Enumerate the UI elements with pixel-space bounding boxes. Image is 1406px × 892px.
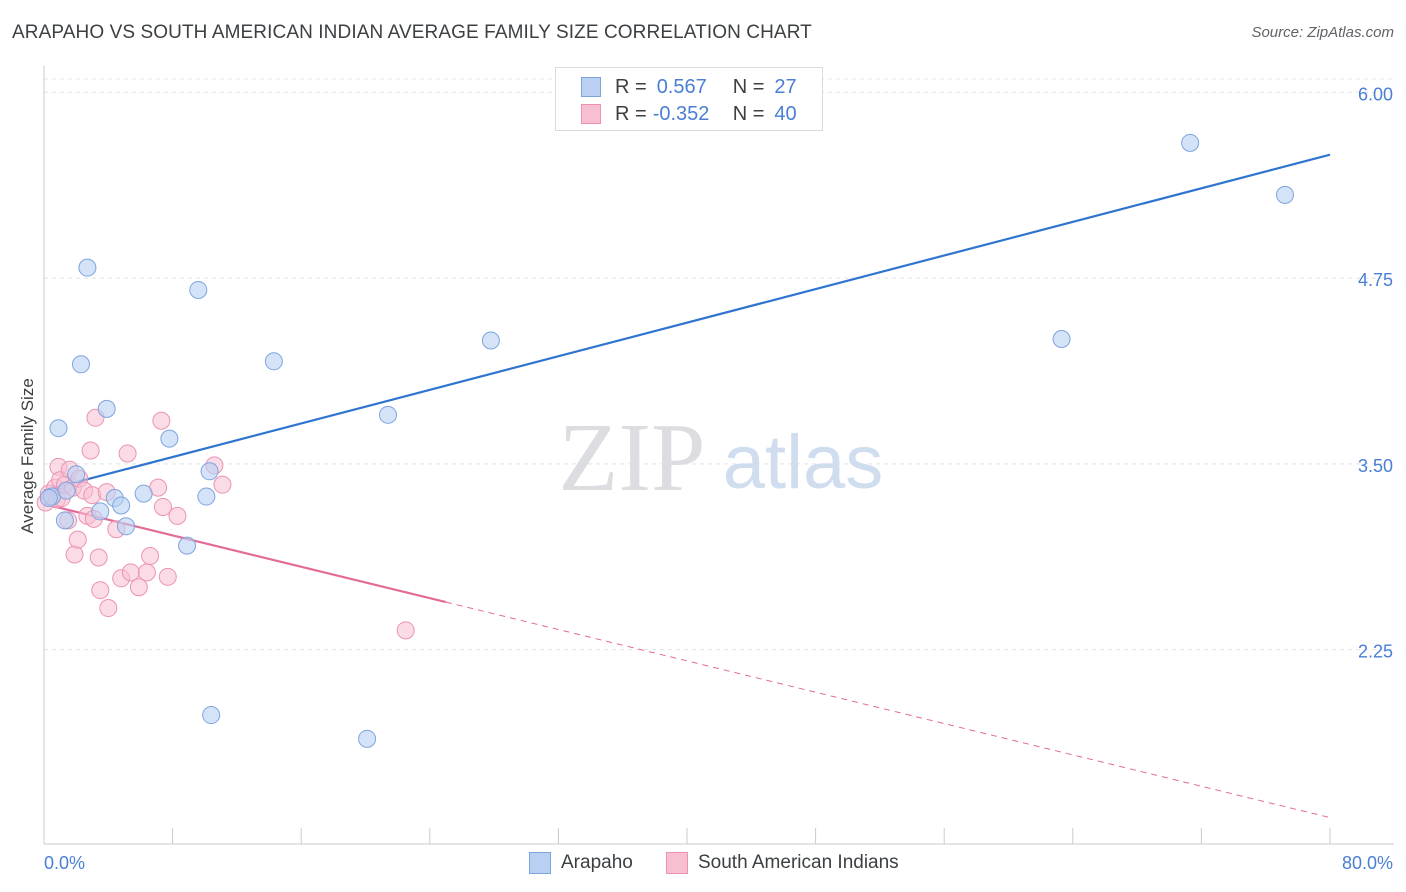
- sai-trend-line: [43, 502, 447, 604]
- arapaho-point: [55, 511, 74, 530]
- arapaho-point: [71, 355, 90, 374]
- sai-point: [129, 578, 148, 597]
- arapaho-point: [78, 258, 97, 277]
- sai-point: [83, 486, 102, 505]
- arapaho-swatch: [529, 852, 551, 874]
- sai-point: [65, 545, 84, 564]
- arapaho-swatch: [581, 77, 601, 97]
- arapaho-point: [97, 399, 116, 418]
- sai-swatch: [666, 852, 688, 874]
- legend-row-arapaho: R = 0.567 N = 27: [556, 73, 797, 101]
- trend-lines: [43, 153, 1331, 819]
- sai-point: [81, 441, 100, 460]
- watermark-zip: ZIP: [559, 404, 706, 512]
- sai-swatch: [581, 104, 601, 124]
- legend-row-sai: R = -0.352 N = 40: [556, 100, 797, 128]
- sai-point: [99, 599, 118, 618]
- axes: [43, 66, 1394, 845]
- tick-labels: 2.25 3.50 4.75 6.00 0.0% 80.0%: [44, 84, 1393, 873]
- sai-point: [153, 497, 172, 516]
- sai-point: [213, 475, 232, 494]
- grid: [44, 78, 1394, 651]
- arapaho-point: [202, 706, 221, 725]
- legend-r-value: -0.352: [652, 102, 710, 125]
- y-tick-label: 3.50: [1358, 456, 1393, 476]
- arapaho-point: [264, 352, 283, 371]
- arapaho-point: [197, 487, 216, 506]
- arapaho-point: [178, 536, 197, 555]
- arapaho-point: [49, 419, 68, 438]
- sai-point: [137, 563, 156, 582]
- legend-n-label: N =: [732, 75, 765, 98]
- arapaho-point: [189, 280, 208, 299]
- legend-r-value: 0.567: [656, 75, 707, 98]
- sai-point: [141, 547, 160, 566]
- arapaho-point: [112, 496, 131, 515]
- sai-point: [68, 530, 87, 549]
- legend-item-label: South American Indians: [698, 852, 899, 873]
- sai-point: [152, 411, 171, 430]
- data-points: [36, 133, 1294, 748]
- arapaho-point: [57, 481, 76, 500]
- arapaho-point: [200, 462, 219, 481]
- y-tick-label: 6.00: [1358, 84, 1393, 104]
- arapaho-point: [358, 729, 377, 748]
- sai-trend-extension: [445, 601, 1331, 819]
- sai-point: [121, 563, 140, 582]
- arapaho-point: [116, 517, 135, 536]
- sai-point: [91, 581, 110, 600]
- legend-item-label: Arapaho: [561, 852, 633, 873]
- y-tick-label: 4.75: [1358, 270, 1393, 290]
- y-tick-label: 2.25: [1358, 642, 1393, 662]
- legend-r-label: R =: [615, 75, 647, 98]
- x-tick-label: 0.0%: [44, 853, 85, 873]
- y-axis-title: Average Family Size: [18, 378, 37, 534]
- legend-n-value: 40: [774, 102, 797, 125]
- arapaho-point: [379, 405, 398, 424]
- stats-legend: R = 0.567 N = 27 R = -0.352 N = 40: [555, 67, 823, 131]
- arapaho-point: [67, 465, 86, 484]
- series-legend: Arapaho South American Indians: [0, 850, 1406, 880]
- legend-n-label: N =: [732, 102, 765, 125]
- sai-point: [168, 506, 187, 525]
- sai-point: [118, 444, 137, 463]
- arapaho-trend-line: [43, 153, 1331, 492]
- arapaho-point: [481, 331, 500, 350]
- arapaho-point: [39, 489, 58, 508]
- x-tick-label: 80.0%: [1342, 853, 1393, 873]
- sai-point: [89, 548, 108, 567]
- sai-point: [396, 621, 415, 640]
- arapaho-point: [91, 502, 110, 521]
- watermark: ZIP atlas: [559, 404, 884, 512]
- legend-n-value: 27: [774, 75, 797, 98]
- legend-item-sai[interactable]: South American Indians: [666, 852, 899, 874]
- sai-point: [158, 567, 177, 586]
- legend-r-label: R =: [615, 102, 647, 125]
- watermark-atlas: atlas: [723, 420, 884, 505]
- arapaho-point: [1275, 185, 1294, 204]
- chart-title: ARAPAHO VS SOUTH AMERICAN INDIAN AVERAGE…: [12, 22, 812, 43]
- arapaho-point: [134, 484, 153, 503]
- arapaho-point: [1052, 330, 1071, 349]
- source-credit: Source: ZipAtlas.com: [1251, 24, 1394, 41]
- arapaho-point: [1181, 133, 1200, 152]
- legend-item-arapaho[interactable]: Arapaho: [529, 852, 633, 874]
- arapaho-point: [160, 429, 179, 448]
